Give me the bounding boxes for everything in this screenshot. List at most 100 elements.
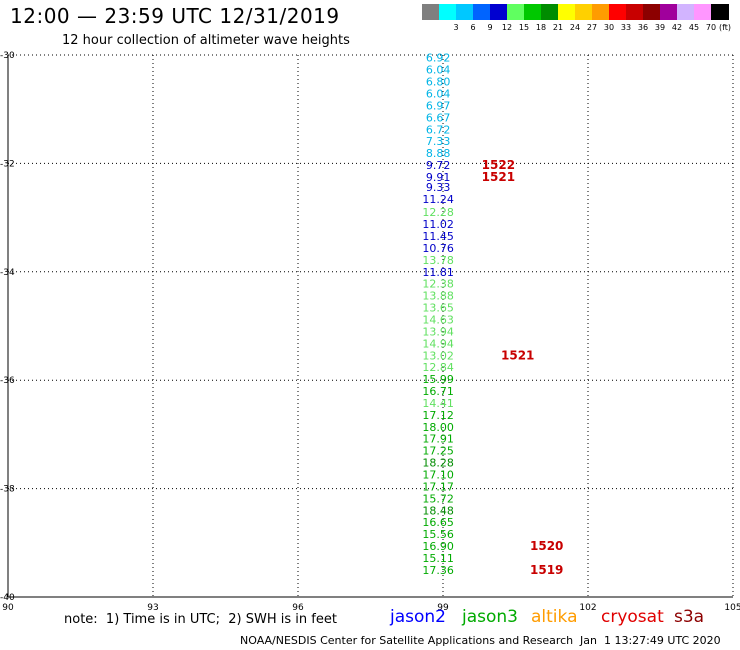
- wave-height-label: 13.02: [422, 349, 454, 362]
- wave-height-label: 15.72: [422, 492, 454, 505]
- color-swatch-label: 24: [569, 23, 581, 32]
- color-swatch-label: 12: [501, 23, 513, 32]
- x-tick-label: 93: [147, 603, 158, 613]
- color-swatch-label: 9: [487, 23, 493, 32]
- page-subtitle: 12 hour collection of altimeter wave hei…: [62, 33, 350, 48]
- pass-time-label: 1520: [530, 539, 563, 553]
- color-swatch: [592, 4, 610, 20]
- color-swatch-label: 70: [705, 23, 717, 32]
- color-swatch: [677, 4, 695, 20]
- wave-height-label: 17.10: [422, 469, 454, 482]
- wave-height-label: 17.36: [422, 564, 454, 577]
- color-swatch: [524, 4, 542, 20]
- wave-height-label: 11.02: [422, 218, 454, 231]
- color-swatch: [439, 4, 457, 20]
- wave-height-label: 11.24: [422, 193, 454, 206]
- color-swatch-label: 27: [586, 23, 598, 32]
- wave-height-label: 9.33: [426, 181, 451, 194]
- color-swatch: [626, 4, 644, 20]
- color-swatch-label: 36: [637, 23, 649, 32]
- color-swatch-label: 45: [688, 23, 700, 32]
- satellite-label-s3a: s3a: [674, 607, 705, 627]
- wave-height-label: 6.67: [426, 111, 451, 124]
- x-tick-label: 102: [579, 603, 596, 613]
- wave-height-label: 17.17: [422, 480, 454, 493]
- color-swatch: [694, 4, 712, 20]
- wave-height-label: 16.65: [422, 516, 454, 529]
- pass-time-label: 1522: [482, 158, 515, 172]
- color-swatch: [456, 4, 474, 20]
- credit-line: NOAA/NESDIS Center for Satellite Applica…: [240, 634, 574, 647]
- color-swatch-label: 18: [535, 23, 547, 32]
- color-swatch: [711, 4, 729, 20]
- color-swatch: [575, 4, 593, 20]
- satellite-label-jason3: jason3: [462, 607, 518, 627]
- wave-height-label: 9.91: [426, 171, 451, 184]
- wave-height-label: 14.63: [422, 313, 454, 326]
- wave-height-label: 13.78: [422, 254, 454, 267]
- satellite-label-jason2: jason2: [390, 607, 446, 627]
- wave-height-label: 11.45: [422, 230, 454, 243]
- wave-height-label: 6.04: [426, 87, 451, 100]
- wave-height-label: 16.71: [422, 385, 454, 398]
- footer-note: note: 1) Time is in UTC; 2) SWH is in fe…: [64, 612, 337, 627]
- wave-height-label: 8.88: [426, 147, 451, 160]
- x-tick-label: 99: [437, 603, 449, 613]
- y-tick-label: -38: [0, 485, 15, 495]
- pass-time-label: 1521: [482, 170, 515, 184]
- wave-height-label: 6.97: [426, 99, 451, 112]
- pass-time-label: 1519: [530, 563, 563, 577]
- page-title: 12:00 — 23:59 UTC 12/31/2019: [10, 4, 340, 28]
- y-tick-label: -30: [0, 51, 15, 61]
- y-tick-label: -36: [0, 376, 15, 386]
- color-swatch: [660, 4, 678, 20]
- wave-height-label: 7.33: [426, 135, 451, 148]
- wave-height-label: 17.12: [422, 409, 454, 422]
- wave-height-label: 18.28: [422, 457, 454, 470]
- wave-height-label: 13.65: [422, 302, 454, 315]
- wave-height-label: 15.11: [422, 552, 454, 565]
- wave-height-label: 6.92: [426, 52, 451, 65]
- color-swatch-label: 21: [552, 23, 564, 32]
- color-swatch-label: 39: [654, 23, 666, 32]
- wave-height-label: 16.90: [422, 540, 454, 553]
- wave-height-label: 6.72: [426, 123, 451, 136]
- color-swatch: [609, 4, 627, 20]
- color-swatch-label: 33: [620, 23, 632, 32]
- color-swatch-label: 42: [671, 23, 683, 32]
- satellite-label-altika: altika: [531, 607, 578, 627]
- wave-height-label: 14.94: [422, 337, 454, 350]
- color-swatch-label: 30: [603, 23, 615, 32]
- color-swatch: [507, 4, 525, 20]
- x-tick-label: 90: [2, 603, 14, 613]
- color-swatch: [473, 4, 491, 20]
- wave-height-label: 6.04: [426, 64, 451, 77]
- wave-height-label: 6.80: [426, 76, 451, 89]
- y-tick-label: -32: [0, 159, 15, 169]
- wave-height-label: 15.56: [422, 528, 454, 541]
- color-swatch-label: 15: [518, 23, 530, 32]
- x-tick-label: 96: [292, 603, 304, 613]
- color-swatch: [541, 4, 559, 20]
- wave-height-label: 12.84: [422, 361, 454, 374]
- color-scale-unit: (ft): [718, 23, 732, 32]
- wave-height-label: 9.72: [426, 159, 451, 172]
- wave-height-label: 17.91: [422, 433, 454, 446]
- wave-height-label: 13.88: [422, 290, 454, 303]
- color-swatch-label: 6: [470, 23, 476, 32]
- y-tick-label: -34: [0, 268, 15, 278]
- color-swatch-label: 3: [453, 23, 459, 32]
- generated-timestamp: Jan 1 13:27:49 UTC 2020: [580, 634, 721, 647]
- wave-height-label: 12.38: [422, 278, 454, 291]
- color-swatch: [490, 4, 508, 20]
- color-swatch: [558, 4, 576, 20]
- color-swatch: [422, 4, 440, 20]
- wave-height-label: 11.81: [422, 266, 454, 279]
- wave-height-label: 14.41: [422, 397, 454, 410]
- wave-height-label: 13.94: [422, 325, 454, 338]
- pass-time-label: 1521: [501, 348, 534, 362]
- wave-height-label: 12.28: [422, 206, 454, 219]
- y-tick-label: -40: [0, 593, 15, 603]
- wave-height-label: 18.00: [422, 421, 454, 434]
